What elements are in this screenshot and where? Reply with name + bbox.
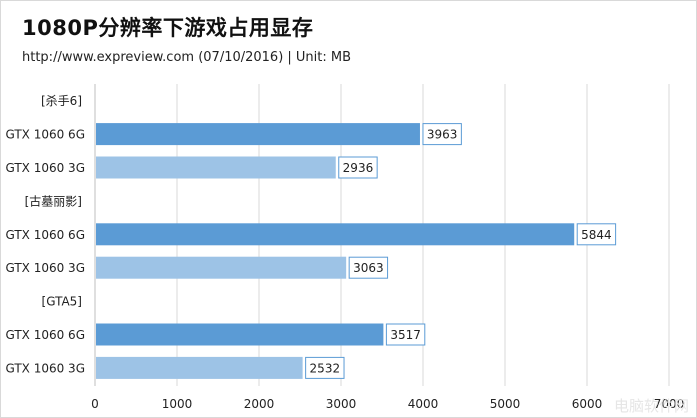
bar: [96, 256, 347, 279]
data-label-box: [348, 256, 389, 279]
category-label: GTX 1060 6G: [5, 128, 85, 142]
category-label: GTX 1060 3G: [5, 361, 85, 375]
group-header-label: [古墓丽影]: [25, 193, 82, 208]
data-label: 3517: [390, 328, 421, 342]
bar: [96, 356, 303, 379]
x-tick-label: 1000: [162, 397, 193, 411]
data-label-box: [385, 323, 426, 346]
chart-subtitle: http://www.expreview.com (07/10/2016) | …: [22, 50, 352, 65]
data-label-box: [338, 156, 378, 179]
bar: [96, 223, 575, 246]
category-label: GTX 1060 3G: [5, 261, 85, 275]
category-label: GTX 1060 3G: [5, 161, 85, 175]
category-label: GTX 1060 6G: [5, 228, 85, 242]
bar: [96, 323, 384, 346]
bar: [96, 156, 336, 179]
data-label: 2532: [310, 361, 341, 375]
category-label: GTX 1060 6G: [5, 328, 85, 342]
group-header-label: [GTA5]: [42, 295, 82, 309]
chart-title: 1080P分辨率下游戏占用显存: [22, 16, 314, 40]
group-header-label: [杀手6]: [41, 93, 82, 108]
x-tick-label: 6000: [572, 397, 603, 411]
data-label-box: [305, 356, 345, 379]
bar: [96, 123, 420, 146]
data-label: 5844: [581, 228, 612, 242]
data-label-box: [576, 223, 617, 246]
x-tick-label: 0: [91, 397, 99, 411]
x-tick-label: 3000: [326, 397, 357, 411]
x-tick-label: 2000: [244, 397, 275, 411]
x-tick-label: 7000: [654, 397, 685, 411]
data-label: 3963: [427, 128, 458, 142]
watermark: 电脑软件网: [613, 397, 689, 415]
x-tick-label: 5000: [490, 397, 521, 411]
data-label: 3063: [353, 261, 384, 275]
x-tick-label: 4000: [408, 397, 439, 411]
data-label: 2936: [343, 161, 374, 175]
data-label-box: [422, 123, 462, 146]
